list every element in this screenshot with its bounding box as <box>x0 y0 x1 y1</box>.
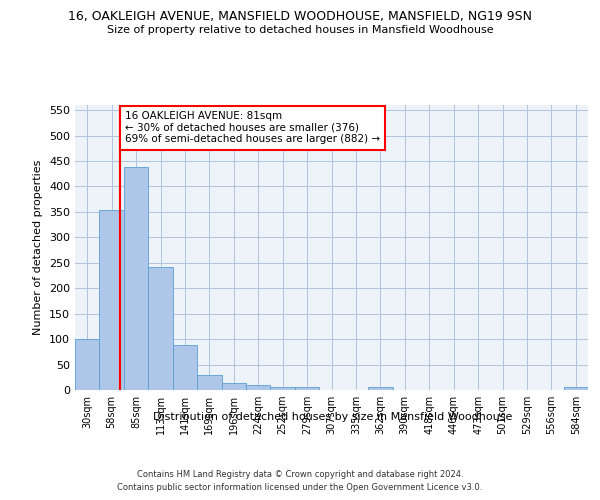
Bar <box>368 388 392 390</box>
Text: Distribution of detached houses by size in Mansfield Woodhouse: Distribution of detached houses by size … <box>154 412 512 422</box>
Bar <box>197 375 221 390</box>
Bar <box>124 167 148 390</box>
Bar <box>173 345 197 390</box>
Bar <box>148 268 173 390</box>
Y-axis label: Number of detached properties: Number of detached properties <box>34 160 43 335</box>
Text: Size of property relative to detached houses in Mansfield Woodhouse: Size of property relative to detached ho… <box>107 25 493 35</box>
Text: 16 OAKLEIGH AVENUE: 81sqm
← 30% of detached houses are smaller (376)
69% of semi: 16 OAKLEIGH AVENUE: 81sqm ← 30% of detac… <box>125 111 380 144</box>
Bar <box>271 387 295 390</box>
Bar <box>75 339 100 390</box>
Bar <box>295 388 319 390</box>
Text: 16, OAKLEIGH AVENUE, MANSFIELD WOODHOUSE, MANSFIELD, NG19 9SN: 16, OAKLEIGH AVENUE, MANSFIELD WOODHOUSE… <box>68 10 532 23</box>
Bar <box>246 386 271 390</box>
Bar <box>221 383 246 390</box>
Text: Contains public sector information licensed under the Open Government Licence v3: Contains public sector information licen… <box>118 482 482 492</box>
Bar <box>563 388 588 390</box>
Text: Contains HM Land Registry data © Crown copyright and database right 2024.: Contains HM Land Registry data © Crown c… <box>137 470 463 479</box>
Bar <box>100 210 124 390</box>
